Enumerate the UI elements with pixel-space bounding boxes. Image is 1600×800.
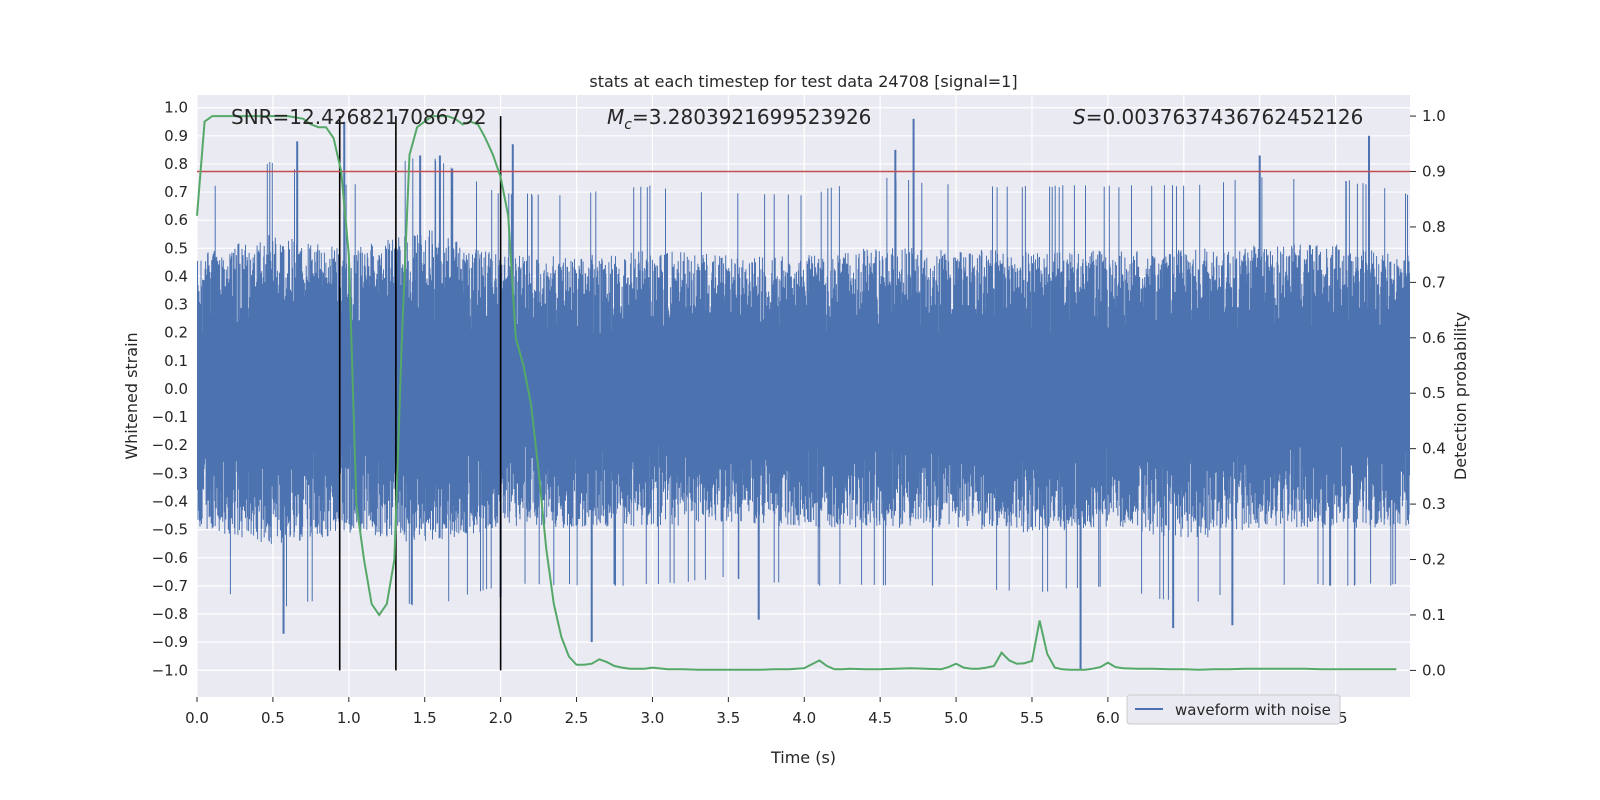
y2-tick-label: 0.6 <box>1422 329 1446 347</box>
x-tick-label: 2.5 <box>565 709 589 727</box>
vertical-markers <box>338 116 502 671</box>
y2-axis-ticks: 1.0 0.9 0.8 0.7 0.6 0.5 0.4 0.3 0.2 0.1 0.0 <box>1410 107 1446 679</box>
mc-value: =3.2803921699523926 <box>632 105 871 129</box>
s-annotation: S=0.0037637436762452126 <box>1073 105 1363 129</box>
y2-tick-label: 0.3 <box>1422 495 1446 513</box>
y2-tick-label: 0.8 <box>1422 218 1446 236</box>
x-tick-label: 3.0 <box>641 709 665 727</box>
y-tick-label: 0.0 <box>164 380 188 398</box>
x-tick-label: 2.0 <box>489 709 513 727</box>
x-tick-label: 4.0 <box>792 709 816 727</box>
x-tick-label: 6.0 <box>1096 709 1120 727</box>
y2-axis-label: Detection probability <box>1451 312 1470 480</box>
y-tick-label: −0.7 <box>152 577 188 595</box>
x-tick-label: 0.0 <box>185 709 209 727</box>
snr-annotation: SNR=12.4268217086792 <box>231 105 487 129</box>
y-tick-label: 0.1 <box>164 352 188 370</box>
waveform-trace <box>197 158 1410 607</box>
y2-tick-label: 0.9 <box>1422 162 1446 180</box>
y2-tick-label: 0.7 <box>1422 273 1446 291</box>
y-tick-label: −0.5 <box>152 521 188 539</box>
y-axis-label: Whitened strain <box>122 332 141 459</box>
y-tick-label: 0.8 <box>164 155 188 173</box>
legend-box <box>1126 694 1341 725</box>
x-tick-label: 4.5 <box>868 709 892 727</box>
x-axis-label: Time (s) <box>770 748 836 767</box>
x-tick-label: 1.0 <box>337 709 361 727</box>
y-tick-label: −0.2 <box>152 436 188 454</box>
chart-title: stats at each timestep for test data 247… <box>589 72 1017 91</box>
y-tick-label: −0.8 <box>152 605 188 623</box>
y2-tick-label: 0.4 <box>1422 440 1446 458</box>
x-tick-label: 5.5 <box>1020 709 1044 727</box>
y-tick-label: −0.3 <box>152 464 188 482</box>
y-tick-label: −0.1 <box>152 408 188 426</box>
y-tick-label: 0.2 <box>164 324 188 342</box>
s-symbol: S <box>1073 105 1086 129</box>
y-tick-label: −0.4 <box>152 492 188 510</box>
x-tick-label: 0.5 <box>261 709 285 727</box>
y-tick-label: 0.9 <box>164 127 188 145</box>
mc-annotation: Mc=3.2803921699523926 <box>607 105 871 133</box>
y-tick-label: 0.4 <box>164 267 188 285</box>
y-tick-label: 0.7 <box>164 183 188 201</box>
y-axis-ticks: 1.0 0.9 0.8 0.7 0.6 0.5 0.4 0.3 0.2 0.1 0.0 −0.1 −0.… <box>152 99 188 680</box>
y-tick-label: 0.6 <box>164 211 188 229</box>
x-tick-label: 3.5 <box>716 709 740 727</box>
y-tick-label: −0.6 <box>152 549 188 567</box>
y-tick-label: 1.0 <box>164 99 188 117</box>
detection-probability-series <box>196 115 1397 671</box>
y-tick-label: −0.9 <box>152 633 188 651</box>
y2-tick-label: 0.2 <box>1422 551 1446 569</box>
legend-label: waveform with noise <box>1175 701 1331 719</box>
y2-tick-label: 0.1 <box>1422 606 1446 624</box>
mc-symbol: M <box>607 105 624 129</box>
y2-tick-label: 0.5 <box>1422 384 1446 402</box>
s-value: =0.0037637436762452126 <box>1086 105 1364 129</box>
x-tick-label: 5.0 <box>944 709 968 727</box>
mc-subscript: c <box>624 117 632 133</box>
legend: waveform with noise <box>1126 694 1341 725</box>
y-tick-label: 0.3 <box>164 296 188 314</box>
y2-tick-label: 1.0 <box>1422 107 1446 125</box>
y-tick-label: 0.5 <box>164 239 188 257</box>
y2-tick-label: 0.0 <box>1422 661 1446 679</box>
x-tick-label: 1.5 <box>413 709 437 727</box>
y-tick-label: −1.0 <box>152 661 188 679</box>
